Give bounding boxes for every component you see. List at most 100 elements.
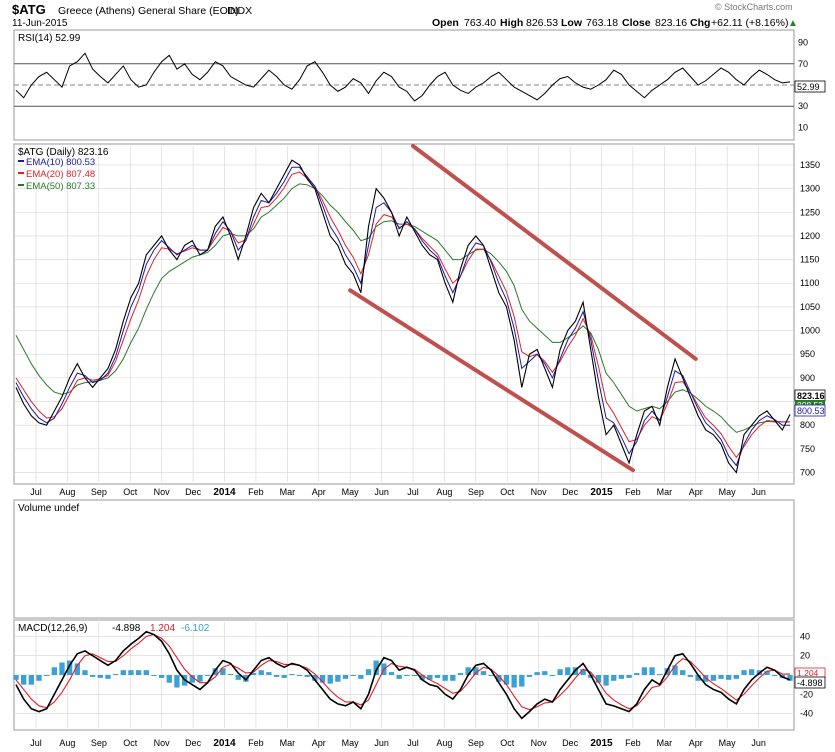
- price-x-tick-label: Jun: [374, 487, 389, 497]
- macd-tick-label: 20: [800, 651, 810, 661]
- macd-histogram-bar: [657, 674, 663, 676]
- price-x-tick-label: Nov: [531, 487, 548, 497]
- macd-histogram-bar: [680, 670, 686, 675]
- macd-histogram-bar: [358, 675, 364, 679]
- macd-histogram-bar: [97, 675, 103, 678]
- legend-ema50-swatch: [18, 184, 24, 186]
- rsi-line: [15, 52, 791, 102]
- macd-x-tick-label: Mar: [657, 738, 673, 748]
- macd-histogram-bar: [189, 675, 195, 683]
- macd-histogram-bar: [595, 675, 602, 683]
- macd-histogram-bar: [542, 671, 548, 675]
- svg-text:52.99: 52.99: [797, 82, 820, 92]
- macd-histogram-bar: [197, 675, 203, 682]
- macd-histogram-bar: [580, 669, 586, 675]
- macd-x-tick-label: May: [719, 738, 737, 748]
- macd-x-tick-label: Oct: [500, 738, 515, 748]
- price-title: $ATG (Daily) 823.16: [18, 147, 109, 158]
- macd-histogram-bar: [327, 675, 333, 684]
- macd-histogram-bar: [488, 675, 494, 676]
- macd-histogram-bar: [59, 662, 65, 675]
- price-tick-label: 1350: [800, 160, 820, 170]
- price-x-tick-label: Feb: [248, 487, 264, 497]
- volume-panel-frame: [13, 499, 795, 619]
- macd-histogram-bar: [549, 675, 556, 676]
- macd-x-tick-label: May: [342, 738, 360, 748]
- macd-histogram-bar: [143, 670, 149, 675]
- macd-histogram-bar: [296, 675, 303, 676]
- ema20-line: [15, 171, 790, 459]
- high-value: 826.53: [526, 17, 558, 29]
- rsi-tick-label: 30: [798, 101, 808, 111]
- macd-histogram-bar: [350, 675, 356, 676]
- macd-histogram-bar: [611, 675, 617, 681]
- macd-histogram-bar: [733, 675, 740, 679]
- macd-line: [15, 630, 791, 720]
- macd-histogram-bar: [51, 667, 57, 675]
- macd-x-tick-label: Aug: [436, 738, 452, 748]
- macd-histogram-bar: [427, 675, 433, 680]
- macd-histogram-bar: [13, 675, 19, 680]
- price-x-tick-label: May: [719, 487, 737, 497]
- high-label: High: [500, 17, 523, 29]
- macd-histogram-bar: [687, 675, 694, 677]
- price-x-tick-label: Apr: [312, 487, 326, 497]
- macd-histogram-bar: [641, 667, 648, 675]
- legend-ema10: EMA(10) 800.53: [26, 157, 95, 168]
- price-x-tick-label: Dec: [185, 487, 202, 497]
- macd-histogram-bar: [89, 675, 96, 677]
- macd-histogram-bar: [503, 675, 510, 685]
- macd-x-tick-label: Nov: [154, 738, 171, 748]
- macd-histogram-bar: [434, 675, 441, 678]
- macd-x-tick-label: Jul: [407, 738, 419, 748]
- price-x-tick-label: Sep: [91, 487, 107, 497]
- macd-histogram-bar: [243, 675, 249, 682]
- macd-histogram-bar: [519, 675, 525, 687]
- macd-histogram-bar: [266, 672, 272, 675]
- macd-histogram-bar: [496, 675, 502, 682]
- macd-legend: MACD(12,26,9) -4.898 1.204 -6.102: [18, 623, 210, 634]
- macd-value: -4.898: [112, 623, 141, 634]
- price-tick-label: 1000: [800, 326, 820, 336]
- price-tick-label: 800: [800, 420, 815, 430]
- legend-ema10-swatch: [18, 160, 24, 162]
- macd-histogram-bar: [411, 675, 418, 676]
- price-x-tick-label: Jul: [407, 487, 419, 497]
- macd-histogram-bar: [135, 670, 142, 675]
- macd-histogram-bar: [312, 675, 318, 681]
- price-tick-label: 1200: [800, 231, 820, 241]
- macd-histogram-bar: [450, 675, 456, 681]
- macd-histogram-bar: [404, 675, 410, 676]
- macd-histogram-bar: [419, 675, 425, 680]
- macd-histogram-bar: [335, 675, 341, 682]
- price-line: [15, 159, 791, 474]
- macd-tick-label: -40: [800, 709, 813, 719]
- svg-text:823.16: 823.16: [797, 391, 825, 401]
- rsi-title: RSI(14) 52.99: [18, 33, 81, 44]
- macd-histogram-bar: [128, 670, 134, 675]
- date-label: 11-Jun-2015: [12, 18, 68, 29]
- macd-histogram-bar: [710, 675, 717, 681]
- macd-x-tick-label: Oct: [123, 738, 138, 748]
- price-x-tick-label: Dec: [562, 487, 579, 497]
- macd-x-tick-label: Feb: [248, 738, 264, 748]
- price-tick-label: 950: [800, 349, 815, 359]
- price-tick-label: 1050: [800, 302, 820, 312]
- legend-ema20-swatch: [18, 172, 24, 174]
- macd-histogram-bar: [151, 675, 157, 676]
- macd-histogram-bar: [319, 675, 326, 683]
- open-label: Open: [432, 17, 459, 29]
- price-grid: 7007508008509009501000105011001150120012…: [14, 160, 820, 478]
- rsi-tick-label: 10: [798, 122, 808, 132]
- price-x-tick-label: Jul: [30, 487, 42, 497]
- macd-x-tick-label: Jul: [30, 738, 42, 748]
- macd-histogram-bar: [281, 675, 287, 678]
- macd-histogram-bar: [396, 675, 402, 679]
- macd-histogram-bar: [772, 675, 778, 676]
- macd-histogram-bar: [174, 675, 180, 688]
- macd-histogram-bar: [388, 672, 395, 675]
- macd-histogram-bar: [273, 675, 280, 677]
- macd-histogram-bar: [158, 675, 165, 678]
- price-tick-label: 750: [800, 444, 815, 454]
- price-x-tick-label: Mar: [280, 487, 296, 497]
